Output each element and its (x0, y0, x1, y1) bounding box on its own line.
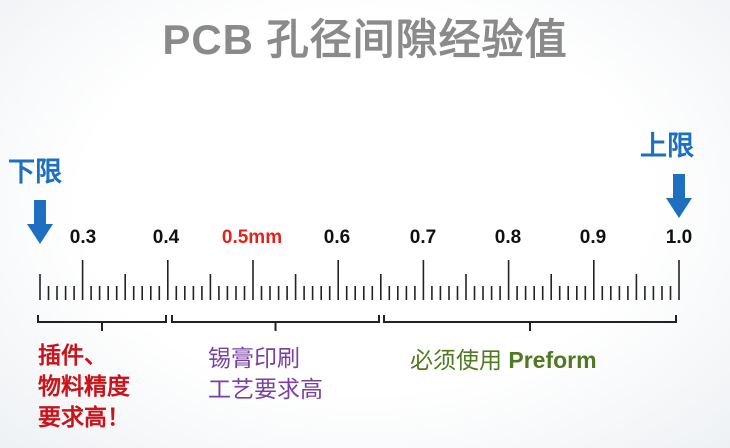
scale-label: 0.7 (409, 227, 437, 248)
scale-label: 0.9 (579, 227, 607, 248)
arrow-down-icon (27, 200, 53, 244)
scale-label: 0.4 (152, 227, 180, 248)
scale-label: 0.3 (69, 227, 97, 248)
group-insertion-line: 要求高！ (38, 404, 130, 430)
group-solder-paste-line: 锡膏印刷 (208, 345, 300, 371)
brace-solder-paste (171, 315, 380, 331)
scale-label: 0.6 (323, 227, 351, 248)
scale-label: 1.0 (665, 227, 693, 248)
group-preform-emphasis: Preform (508, 347, 597, 373)
scale-label: 0.8 (494, 227, 522, 248)
group-solder-paste-line: 工艺要求高 (208, 376, 323, 402)
group-insertion-text: 插件、 物料精度 要求高！ (38, 340, 178, 433)
lower-limit-label: 下限 (8, 157, 62, 187)
brace-preform (383, 315, 677, 331)
group-preform-text-main: 必须使用 (410, 347, 509, 373)
group-insertion-line: 插件、 (38, 342, 107, 368)
arrow-down-icon (666, 174, 692, 218)
group-insertion-line: 物料精度 (38, 373, 130, 399)
group-solder-paste-text: 锡膏印刷 工艺要求高 (208, 343, 378, 405)
group-preform-text: 必须使用 Preform (410, 345, 710, 376)
page-title: PCB 孔径间隙经验值 (162, 16, 568, 63)
scale-label: 0.5mm (221, 227, 283, 248)
brace-insertion (37, 315, 167, 331)
upper-limit-label: 上限 (640, 131, 694, 161)
